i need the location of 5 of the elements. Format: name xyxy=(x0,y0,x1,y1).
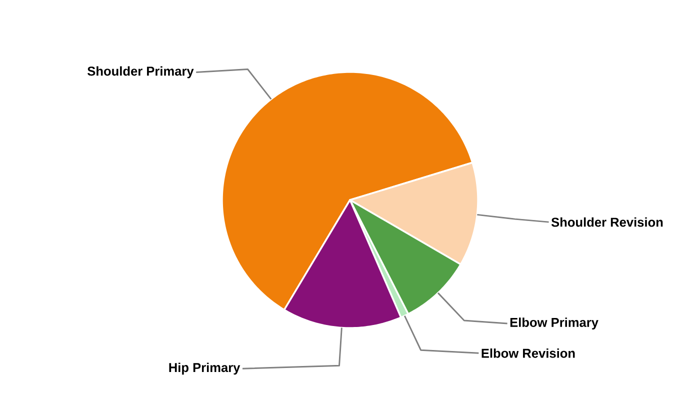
slice-label: Elbow Primary xyxy=(510,318,598,330)
slice-label: Shoulder Primary xyxy=(88,66,194,78)
slice-label: Shoulder Revision xyxy=(551,217,663,227)
slice-label: Elbow Revision xyxy=(482,348,575,358)
slice-label: Hip Primary xyxy=(169,362,240,375)
